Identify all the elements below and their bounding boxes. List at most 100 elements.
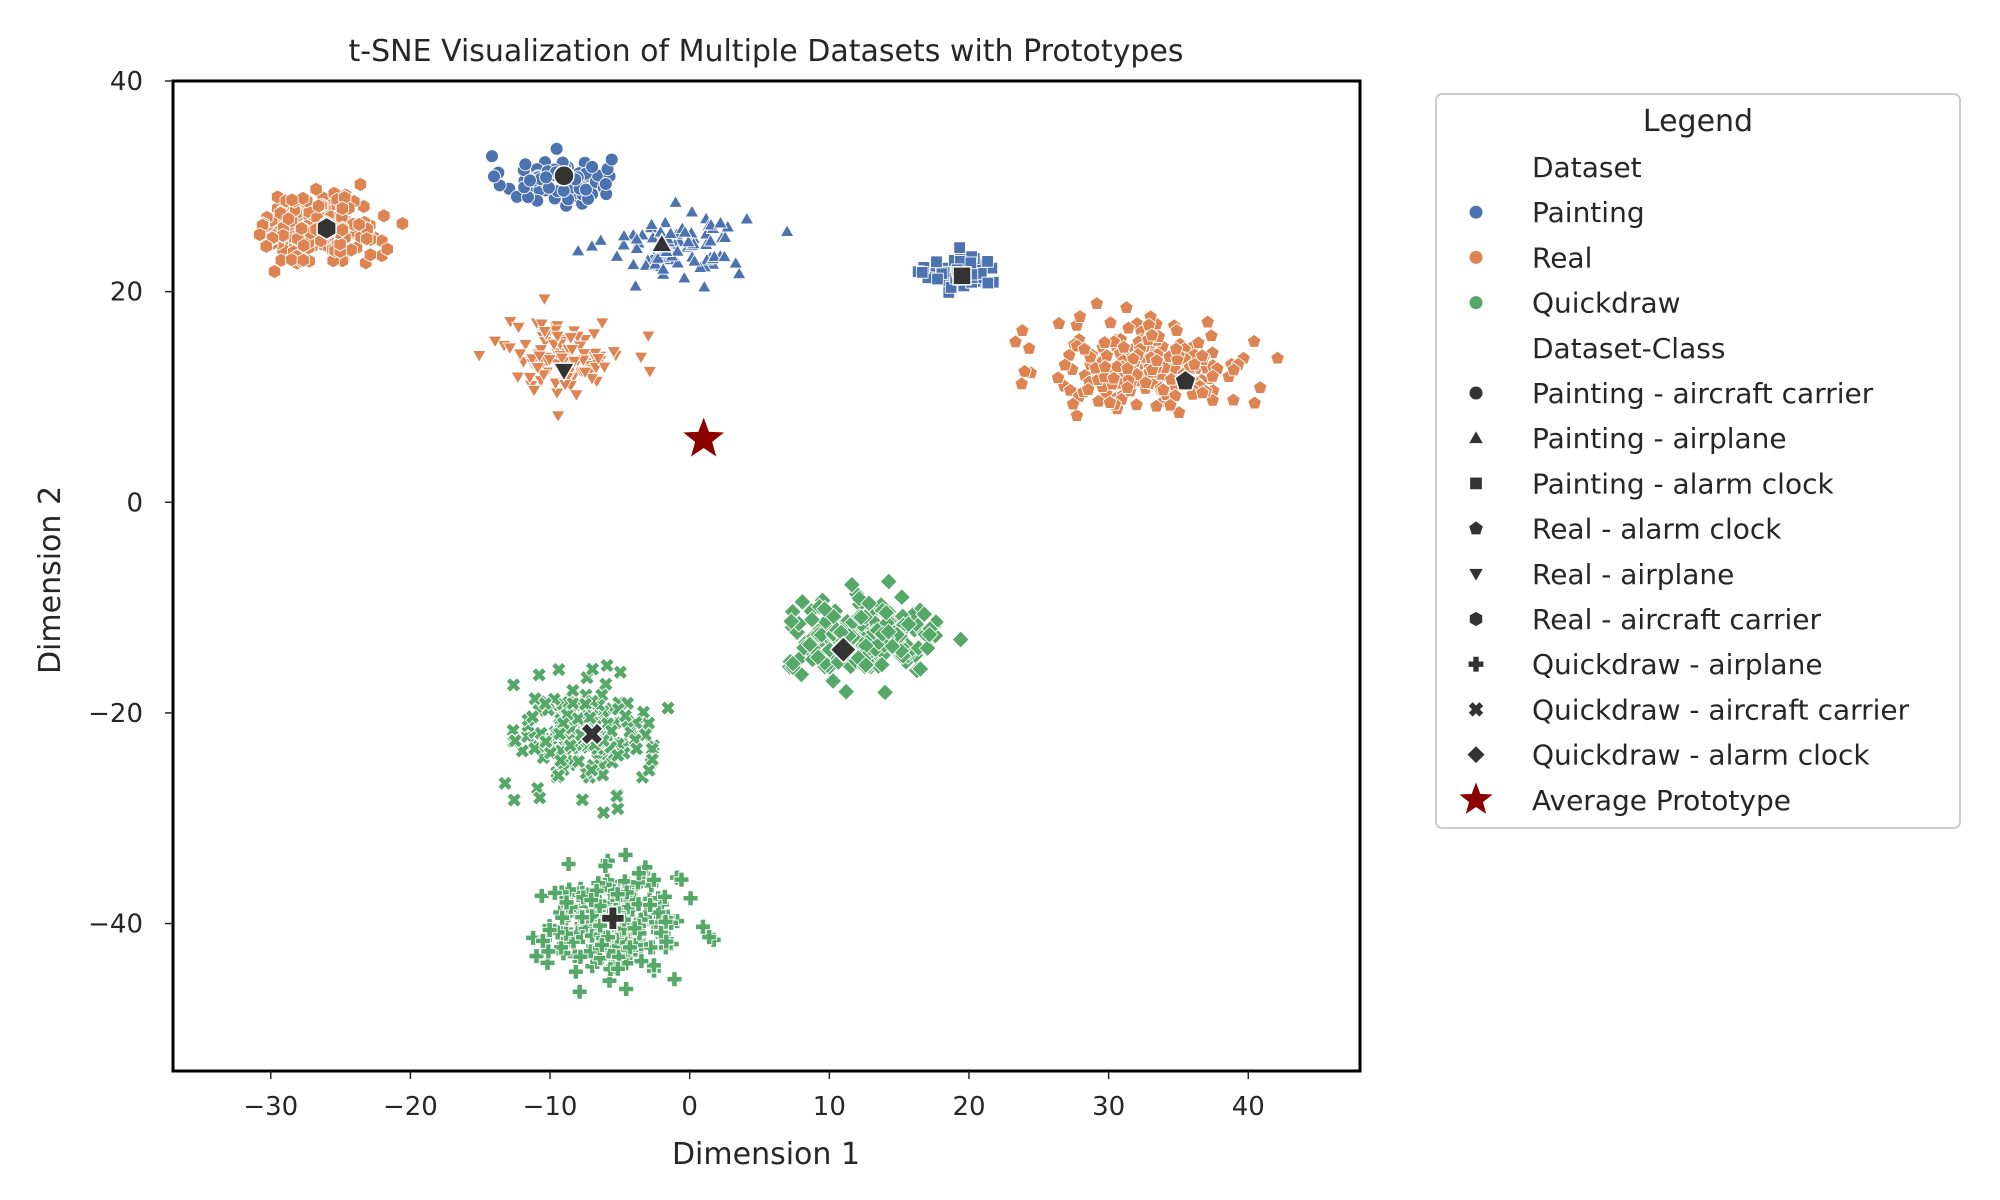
point-real-alarm-clock (1121, 320, 1136, 335)
point-quickdraw-airplane (633, 953, 650, 970)
point-quickdraw-aircraft-carrier (565, 682, 581, 699)
x-tick-label: 40 (1232, 1092, 1265, 1122)
point-painting-airplane (570, 243, 586, 257)
point-quickdraw-aircraft-carrier (507, 732, 524, 749)
point-quickdraw-airplane (601, 972, 618, 989)
point-quickdraw-airplane (637, 859, 654, 876)
prototype-markers (316, 165, 1197, 931)
point-painting-airplane (629, 240, 645, 254)
point-quickdraw-airplane (535, 932, 551, 949)
point-real-alarm-clock (1129, 397, 1144, 412)
point-painting-alarm-clock (931, 272, 944, 286)
point-real-alarm-clock (1017, 363, 1032, 378)
point-real-airplane (531, 350, 547, 364)
point-real-alarm-clock (1252, 379, 1268, 394)
point-real-aircraft-carrier (395, 215, 410, 232)
point-quickdraw-airplane (673, 871, 690, 888)
point-real-alarm-clock (1125, 351, 1141, 366)
point-quickdraw-airplane (630, 865, 647, 882)
point-quickdraw-airplane (533, 887, 550, 904)
point-quickdraw-airplane (539, 954, 556, 971)
prototype-painting-airplane (650, 232, 674, 253)
point-painting-airplane (712, 215, 728, 229)
point-painting-airplane (668, 194, 684, 208)
point-real-airplane (502, 342, 518, 356)
prototype-real-alarm-clock (1174, 369, 1197, 391)
point-painting-airplane (739, 211, 755, 225)
point-real-aircraft-carrier (344, 242, 358, 258)
point-real-aircraft-carrier (281, 211, 296, 227)
point-quickdraw-airplane (528, 948, 545, 965)
point-real-airplane (633, 351, 649, 365)
point-quickdraw-airplane (560, 856, 577, 872)
x-tick-label: −30 (243, 1092, 298, 1122)
point-real-airplane (541, 354, 557, 368)
point-real-alarm-clock (1226, 392, 1241, 407)
y-tick-label: 20 (110, 278, 143, 308)
point-quickdraw-alarm-clock (837, 682, 856, 701)
point-quickdraw-alarm-clock (783, 654, 803, 673)
x-tick-label: 0 (681, 1092, 698, 1122)
point-real-airplane (536, 369, 552, 383)
point-real-alarm-clock (1169, 323, 1185, 337)
point-quickdraw-alarm-clock (879, 622, 898, 641)
point-quickdraw-aircraft-carrier (637, 726, 654, 743)
point-real-airplane (526, 384, 542, 398)
point-real-alarm-clock (1194, 348, 1210, 363)
point-real-airplane (606, 346, 622, 360)
point-real-airplane (512, 348, 528, 362)
point-quickdraw-airplane (567, 963, 584, 980)
point-real-alarm-clock (1102, 394, 1118, 409)
point-real-alarm-clock (1116, 339, 1132, 354)
point-painting-airplane (655, 261, 671, 275)
point-real-alarm-clock (1021, 340, 1037, 355)
point-real-alarm-clock (1226, 362, 1242, 377)
point-painting-aircraft-carrier (604, 152, 619, 167)
point-quickdraw-airplane (583, 892, 600, 908)
point-quickdraw-airplane (622, 939, 638, 956)
legend-entry-label: Quickdraw - alarm clock (1532, 739, 1870, 772)
point-painting-airplane (609, 248, 625, 262)
point-quickdraw-alarm-clock (793, 592, 812, 611)
point-quickdraw-airplane (597, 858, 614, 874)
point-quickdraw-aircraft-carrier (537, 695, 554, 712)
point-real-airplane (522, 371, 538, 386)
point-quickdraw-aircraft-carrier (599, 657, 615, 674)
point-real-aircraft-carrier (311, 198, 326, 214)
point-real-alarm-clock (1097, 334, 1112, 349)
point-real-airplane (563, 332, 579, 346)
point-painting-aircraft-carrier (518, 157, 533, 172)
point-real-airplane (566, 355, 582, 369)
point-painting-alarm-clock (915, 266, 929, 279)
point-painting-airplane (706, 249, 722, 263)
point-real-airplane (536, 293, 552, 307)
point-quickdraw-aircraft-carrier (524, 708, 541, 725)
prototype-quickdraw-alarm-clock (829, 635, 858, 664)
point-painting-airplane (676, 270, 692, 284)
y-tick-label: −40 (88, 910, 143, 940)
y-axis-label: Dimension 2 (33, 486, 68, 674)
point-quickdraw-aircraft-carrier (551, 725, 568, 742)
point-real-alarm-clock (1080, 381, 1096, 396)
point-quickdraw-alarm-clock (879, 572, 898, 591)
point-real-aircraft-carrier (285, 252, 299, 268)
average-prototype-layer (683, 417, 725, 457)
point-real-alarm-clock (1103, 315, 1118, 330)
point-quickdraw-alarm-clock (872, 655, 891, 674)
point-painting-airplane (717, 229, 733, 243)
point-painting-aircraft-carrier (523, 173, 537, 188)
point-real-alarm-clock (1089, 295, 1105, 310)
point-real-airplane (594, 317, 610, 331)
legend-entry-label: Painting - aircraft carrier (1532, 377, 1874, 410)
point-painting-airplane (716, 248, 732, 263)
prototype-quickdraw-aircraft-carrier (579, 721, 605, 747)
point-real-aircraft-carrier (267, 263, 282, 280)
point-real-airplane (471, 350, 487, 364)
average-prototype-star (683, 417, 725, 457)
point-painting-airplane (616, 237, 632, 251)
point-real-airplane (642, 366, 658, 380)
point-real-airplane (510, 371, 526, 385)
point-real-alarm-clock (1106, 370, 1122, 385)
x-tick-label: 10 (813, 1092, 846, 1122)
point-quickdraw-airplane (558, 894, 575, 911)
